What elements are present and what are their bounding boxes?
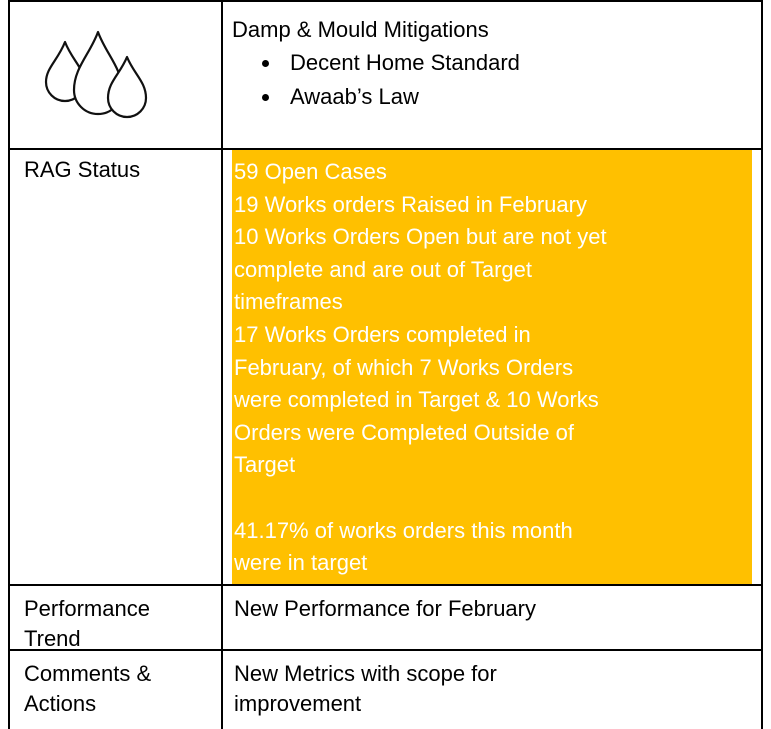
spacer	[234, 482, 752, 515]
text-line: Actions	[24, 691, 97, 716]
text-line: New Metrics with scope for	[234, 661, 497, 686]
text-line: Target	[234, 452, 296, 478]
label: RAG Status	[24, 157, 141, 182]
border	[8, 649, 763, 651]
border	[8, 584, 763, 586]
bullet-list: Decent Home Standard Awaab’s Law	[232, 46, 752, 114]
bullet: Decent Home Standard	[282, 46, 752, 80]
text-line: Orders were Completed Outside of	[234, 419, 574, 445]
text-line: improvement	[234, 691, 362, 716]
border	[8, 148, 763, 150]
row-content: New Metrics with scope for improvement	[234, 659, 497, 719]
row-label: Comments & Actions	[24, 659, 151, 719]
heading: Damp & Mould Mitigations	[232, 17, 489, 42]
text-line: Comments &	[24, 661, 152, 686]
text-line: Trend	[24, 626, 81, 651]
bullet: Awaab’s Law	[282, 80, 752, 114]
text-line: complete and are out of Target	[234, 256, 533, 282]
rag-status-cell: 59 Open Cases 19 Works orders Raised in F…	[232, 150, 752, 584]
text-line: New Performance for February	[234, 596, 536, 621]
droplets-icon	[44, 30, 148, 119]
text-line: 17 Works Orders completed in	[234, 321, 531, 347]
icon-cell	[10, 2, 221, 148]
text-line: Performance	[24, 596, 150, 621]
border	[221, 0, 223, 729]
text-line: were completed in Target & 10 Works	[234, 387, 599, 413]
text-line: 59 Open Cases	[234, 159, 387, 184]
text-line: February, of which 7 Works Orders	[234, 354, 574, 380]
text-line: 41.17% of works orders this month	[234, 517, 573, 543]
row-label: Performance Trend	[24, 594, 150, 654]
row-content: New Performance for February	[234, 594, 536, 624]
text-line: 10 Works Orders Open but are not yet	[234, 224, 607, 250]
text-line: were in target	[234, 550, 368, 576]
border	[8, 0, 763, 2]
border	[8, 0, 10, 729]
border	[761, 0, 763, 729]
row-label: RAG Status	[24, 157, 140, 183]
title-cell: Damp & Mould Mitigations Decent Home Sta…	[232, 14, 752, 114]
text-line: timeframes	[234, 289, 343, 315]
text-line: 19 Works orders Raised in February	[234, 191, 587, 217]
